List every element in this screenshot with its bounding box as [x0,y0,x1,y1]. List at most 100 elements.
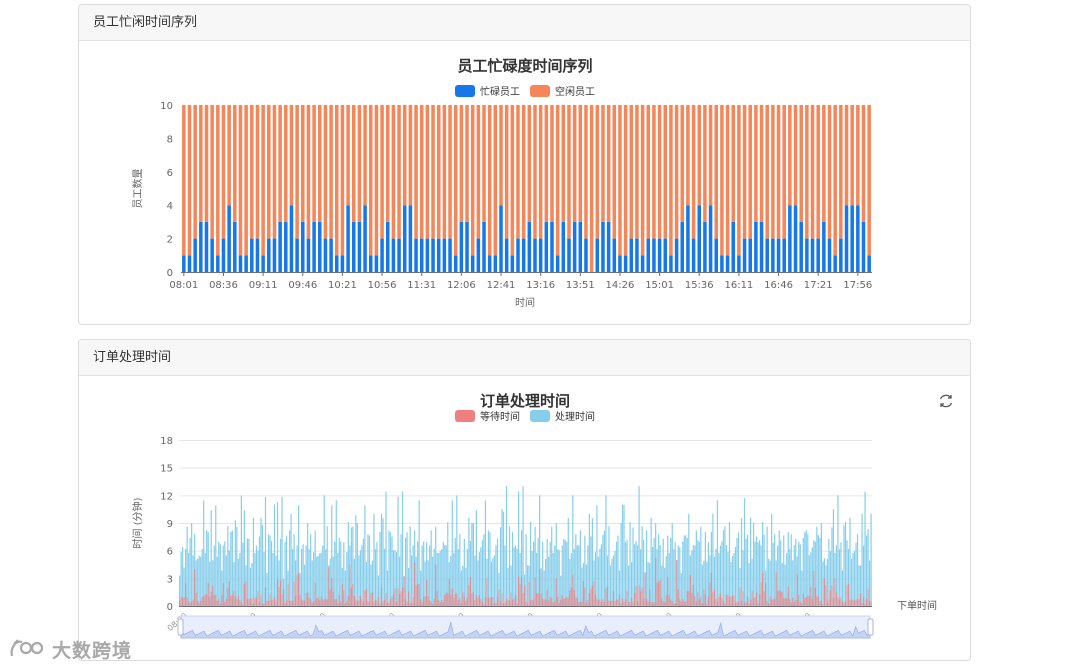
bar [466,597,468,606]
bar [840,597,842,606]
bar [328,567,330,606]
bar [264,587,267,606]
bar [501,593,503,606]
bar [865,598,868,606]
bar [400,591,402,606]
bar [576,545,578,606]
bar [536,552,538,606]
bar [752,598,755,606]
bar [246,598,248,606]
bar [234,596,236,606]
bar [281,594,283,606]
bar [595,238,600,272]
bar [323,105,328,239]
bar [408,105,413,206]
bar [284,105,288,222]
y-tick-label: 15 [160,464,173,475]
bar [847,548,850,606]
bar [661,565,663,606]
bar [233,105,237,222]
bar [771,599,773,606]
bar [825,585,827,606]
bar [617,599,619,606]
bar [406,602,408,606]
bar [584,535,586,606]
bar [661,597,663,606]
bar [810,552,812,606]
bar [670,599,672,606]
bar [311,602,313,606]
bar [474,600,476,606]
bar [704,594,706,606]
bar [436,591,438,606]
bar [595,105,600,239]
bar [433,598,435,606]
bar [250,238,254,272]
bar [647,562,649,606]
bar [264,496,267,606]
bar [520,530,523,606]
bar [799,544,801,606]
bar [662,538,664,606]
bar [743,602,746,606]
bar [242,604,244,606]
bar [206,594,208,606]
bar [555,105,560,256]
bar [725,594,728,606]
bar [776,105,781,239]
refresh-icon[interactable] [939,394,953,408]
bar [659,545,661,606]
bar [720,255,724,272]
bar [313,552,315,606]
bar [569,558,571,606]
bar [655,558,657,606]
bar [358,555,360,606]
bar [703,105,707,222]
bar [365,589,368,606]
bar [308,597,310,606]
bar [697,540,699,606]
bar [510,105,515,256]
bar [239,599,241,606]
bar [371,560,374,606]
zoom-handle-left[interactable] [177,618,184,636]
bar [777,545,779,606]
bar [686,105,690,206]
zoom-handle-right[interactable] [867,618,874,636]
bar [593,581,595,606]
bar [567,517,569,606]
bar [856,105,860,206]
bar [270,600,273,606]
bar [719,545,722,606]
bar [557,596,559,606]
bar [368,535,371,606]
bar [498,589,500,606]
bar [391,105,396,239]
bar [189,602,191,606]
bar [291,549,294,606]
bar [521,105,526,239]
bar [739,587,741,606]
bar [312,221,316,272]
bar [861,221,866,272]
bar [543,599,545,606]
bar [856,534,859,606]
bar [204,594,206,606]
bar [731,595,734,606]
bar [807,534,809,606]
bar [763,534,765,606]
bar [552,552,554,606]
bar [844,105,849,206]
bar [609,565,612,606]
bar [242,542,244,606]
bar [635,541,637,606]
bar [284,221,288,272]
bar [272,553,274,606]
bar [459,221,464,272]
bar [409,602,411,606]
bar [641,587,643,606]
bar [359,550,361,606]
bar [822,221,826,272]
bar [289,105,294,206]
bar [388,530,390,606]
